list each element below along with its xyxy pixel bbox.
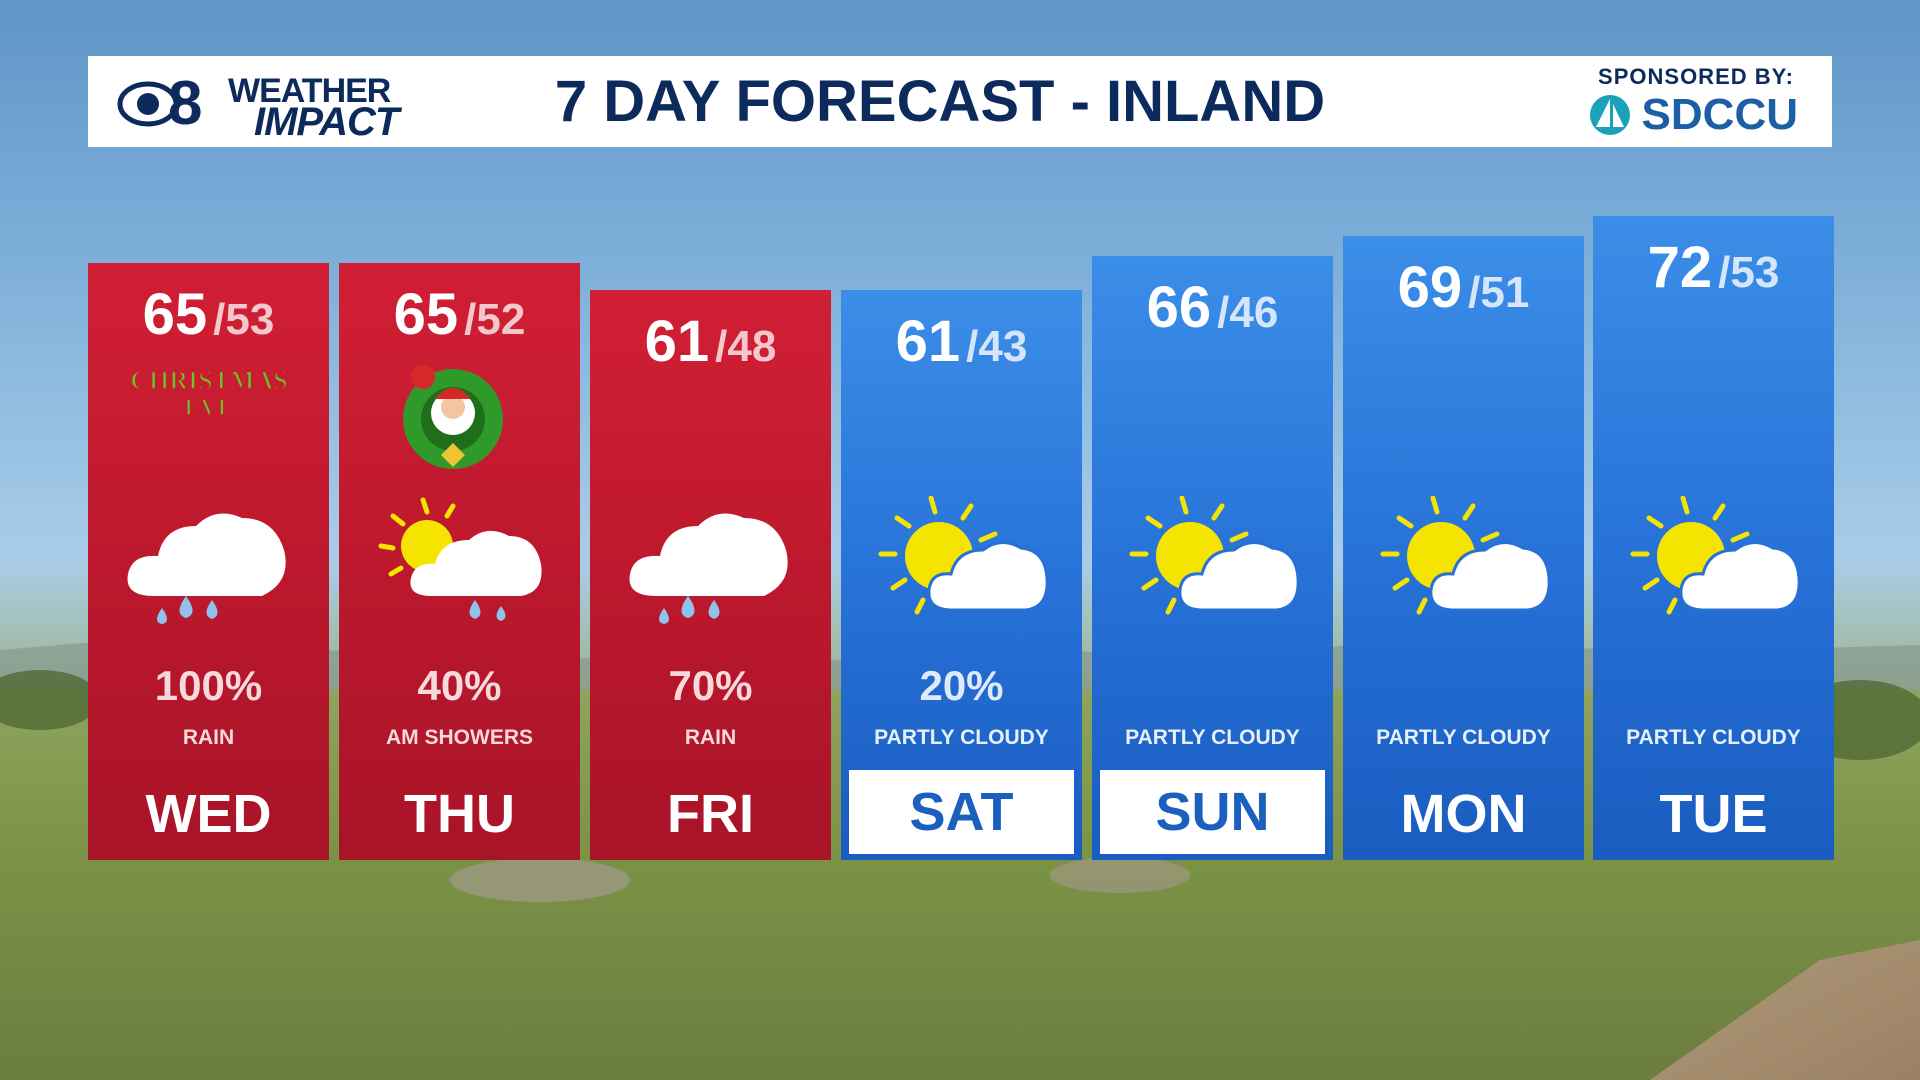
partly-cloudy-icon <box>1128 495 1300 626</box>
temp-separator: / <box>715 322 728 371</box>
santa-wreath-icon <box>403 365 503 469</box>
badge-line-christmas: CHRISTMAS <box>130 366 287 395</box>
forecast-day-wed: 65/53 CHRISTMAS EVE 100% RAIN WED <box>88 263 329 860</box>
temp-separator: / <box>464 295 477 344</box>
forecast-day-tue: 72/53 PARTLY CLOUDY TUE <box>1593 216 1834 860</box>
partly-cloudy-icon <box>877 495 1049 626</box>
temperature-readout: 61/48 <box>590 308 831 375</box>
temp-separator: / <box>1217 288 1230 337</box>
condition-label: PARTLY CLOUDY <box>1376 726 1551 749</box>
day-label: THU <box>404 784 515 844</box>
condition-label: RAIN <box>684 726 737 749</box>
sponsor-logo: SDCCU <box>1583 92 1798 138</box>
partly-cloudy-icon <box>1379 495 1551 626</box>
logo-weather-text: WEATHER <box>228 72 391 110</box>
precip-chance: 40% <box>417 662 502 709</box>
condition-label: PARTLY CLOUDY <box>874 726 1049 749</box>
day-label: FRI <box>667 784 754 844</box>
high-temp: 65 <box>142 282 208 347</box>
condition-label: PARTLY CLOUDY <box>1626 726 1801 749</box>
high-temp: 61 <box>895 309 961 374</box>
precip-chance: 70% <box>668 662 753 709</box>
day-label: SUN <box>1100 770 1325 854</box>
forecast-day-thu: 65/52 40% AM SHOWERS THU <box>339 263 580 860</box>
header-bar: 8 WEATHER IMPACT 7 DAY FORECAST - INLAND… <box>88 56 1832 147</box>
forecast-day-sat: 61/43 20% PARTLY CLOUDY SAT <box>841 290 1082 860</box>
day-label: MON <box>1400 784 1527 844</box>
forecast-day-fri: 61/48 70% RAIN FRI <box>590 290 831 860</box>
sponsor-label: SPONSORED BY: <box>1598 64 1794 89</box>
condition-label: AM SHOWERS <box>386 726 533 749</box>
forecast-day-sun: 66/46 PARTLY CLOUDY SUN <box>1092 256 1333 860</box>
low-temp: 48 <box>727 322 777 371</box>
low-temp: 53 <box>1730 248 1780 297</box>
temp-separator: / <box>1468 268 1481 317</box>
badge-line-eve: EVE <box>184 395 233 421</box>
temperature-readout: 65/53 <box>88 281 329 348</box>
temperature-readout: 61/43 <box>841 308 1082 375</box>
partly-cloudy-icon <box>1629 495 1801 626</box>
day-label: SAT <box>849 770 1074 854</box>
cbs-eye-logo-icon: 8 <box>117 69 202 138</box>
temp-separator: / <box>213 295 226 344</box>
sailboat-logo-icon <box>1590 95 1630 135</box>
low-temp: 52 <box>476 295 526 344</box>
low-temp: 51 <box>1480 268 1530 317</box>
high-temp: 69 <box>1397 255 1463 320</box>
precip-chance: 20% <box>919 662 1004 709</box>
low-temp: 53 <box>225 295 275 344</box>
high-temp: 61 <box>644 309 710 374</box>
temperature-readout: 65/52 <box>339 281 580 348</box>
temp-separator: / <box>966 322 979 371</box>
sun-rain-cloud-icon <box>375 496 545 626</box>
high-temp: 72 <box>1647 235 1713 300</box>
high-temp: 66 <box>1146 275 1212 340</box>
rain-cloud-icon <box>124 496 294 626</box>
forecast-day-mon: 69/51 PARTLY CLOUDY MON <box>1343 236 1584 860</box>
precip-chance: 100% <box>154 662 263 709</box>
condition-label: RAIN <box>182 726 235 749</box>
temperature-readout: 72/53 <box>1593 234 1834 301</box>
station-logo: 8 WEATHER IMPACT <box>116 66 446 144</box>
temp-separator: / <box>1718 248 1731 297</box>
rain-cloud-icon <box>626 496 796 626</box>
low-temp: 43 <box>978 322 1028 371</box>
day-label: TUE <box>1659 784 1768 844</box>
sponsor-name: SDCCU <box>1641 90 1798 139</box>
low-temp: 46 <box>1229 288 1279 337</box>
temperature-readout: 69/51 <box>1343 254 1584 321</box>
temperature-readout: 66/46 <box>1092 274 1333 341</box>
day-label: WED <box>145 784 272 844</box>
logo-impact-text: IMPACT <box>254 100 399 144</box>
svg-text:8: 8 <box>168 69 202 138</box>
page-title: 7 DAY FORECAST - INLAND <box>554 69 1326 134</box>
condition-label: PARTLY CLOUDY <box>1125 726 1300 749</box>
high-temp: 65 <box>393 282 459 347</box>
